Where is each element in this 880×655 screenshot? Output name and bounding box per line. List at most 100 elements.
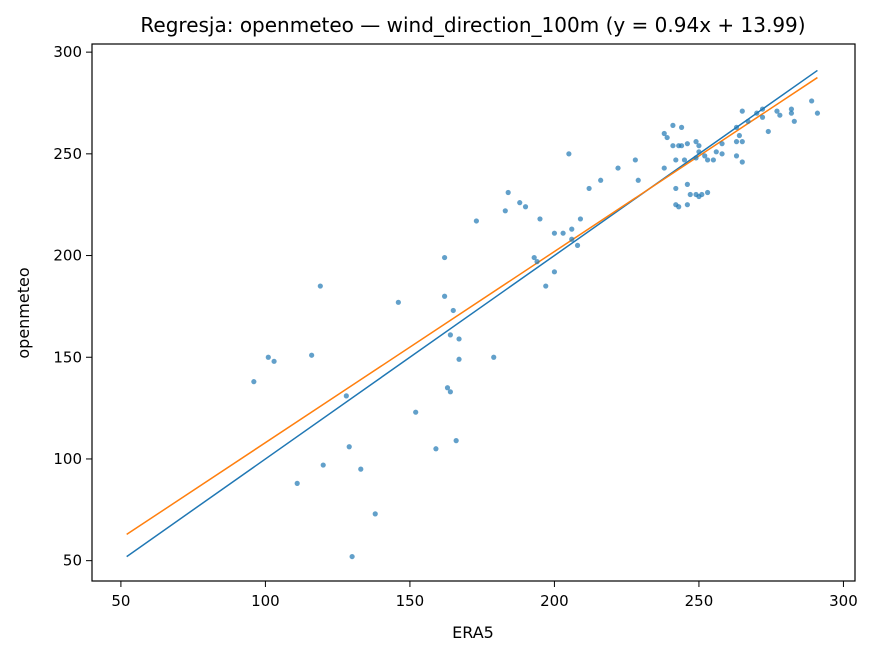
scatter-point <box>294 480 300 486</box>
scatter-point <box>444 385 451 391</box>
scatter-point <box>598 177 604 183</box>
scatter-point <box>531 254 537 261</box>
scatter-point <box>358 466 364 472</box>
x-tick-label: 150 <box>396 592 425 610</box>
scatter-point <box>502 208 508 214</box>
scatter-point <box>696 149 702 155</box>
y-tick-label: 200 <box>53 247 82 265</box>
y-tick-label: 250 <box>53 145 82 163</box>
scatter-point <box>395 299 401 305</box>
scatter-point <box>754 110 760 116</box>
scatter-point <box>265 354 271 360</box>
x-tick-label: 250 <box>685 592 714 610</box>
scatter-point <box>699 191 705 198</box>
scatter-point <box>569 226 575 232</box>
scatter-points <box>251 98 821 560</box>
scatter-point <box>733 124 740 130</box>
scatter-point <box>661 130 667 137</box>
scatter-point <box>453 438 459 444</box>
scatter-point <box>765 128 771 135</box>
y-axis-label: openmeteo <box>14 267 33 358</box>
scatter-point <box>534 259 540 265</box>
scatter-point <box>684 202 690 208</box>
y-tick-label: 100 <box>53 450 82 468</box>
scatter-point <box>673 185 679 192</box>
x-tick-label: 300 <box>829 592 858 610</box>
scatter-point <box>574 242 581 248</box>
scatter-point <box>543 283 549 289</box>
scatter-point <box>791 118 797 124</box>
x-tick-label: 200 <box>540 592 569 610</box>
y-axis-ticks: 50 100 150 200 250 300 <box>53 43 92 570</box>
x-axis-ticks: 50 100 150 200 250 300 <box>111 581 858 610</box>
scatter-point <box>713 149 719 155</box>
scatter-point <box>696 143 702 149</box>
scatter-point <box>664 134 670 141</box>
scatter-point <box>681 157 688 163</box>
scatter-point <box>788 106 795 112</box>
scatter-point <box>632 157 638 163</box>
scatter-point <box>491 354 497 360</box>
scatter-point <box>788 110 795 116</box>
scatter-point <box>702 153 708 159</box>
scatter-point <box>733 139 740 145</box>
scatter-point <box>505 189 511 196</box>
scatter-point <box>678 143 685 149</box>
scatter-point <box>719 141 725 147</box>
scatter-point <box>450 307 456 314</box>
y-tick-label: 50 <box>63 552 82 570</box>
scatter-point <box>705 189 711 196</box>
scatter-point <box>705 157 711 163</box>
scatter-point <box>343 393 349 399</box>
x-axis-label: ERA5 <box>452 623 494 642</box>
regression-line-2 <box>126 76 818 536</box>
scatter-point <box>372 511 378 517</box>
scatter-point <box>739 108 745 114</box>
scatter-point <box>586 185 592 192</box>
scatter-point <box>346 444 352 450</box>
x-tick-label: 50 <box>111 592 130 610</box>
scatter-point <box>569 236 575 242</box>
scatter-point <box>517 200 523 206</box>
scatter-point <box>759 106 766 112</box>
y-tick-label: 300 <box>53 43 82 61</box>
scatter-point <box>736 132 742 139</box>
scatter-point <box>271 358 277 364</box>
plot-frame <box>91 43 856 582</box>
scatter-point <box>687 191 693 198</box>
scatter-point <box>635 177 641 183</box>
scatter-point <box>739 139 745 145</box>
scatter-point <box>814 110 821 116</box>
scatter-point <box>309 352 315 358</box>
scatter-point <box>317 283 323 289</box>
scatter-point <box>251 379 257 385</box>
scatter-point <box>551 269 558 275</box>
scatter-point <box>433 446 439 452</box>
scatter-point <box>676 204 682 210</box>
scatter-point <box>456 336 462 342</box>
scatter-point <box>684 181 690 187</box>
regression-line-1 <box>126 69 818 558</box>
scatter-point <box>566 151 572 157</box>
scatter-point <box>349 553 355 560</box>
scatter-point <box>693 155 699 161</box>
scatter-point <box>456 356 462 362</box>
scatter-point <box>670 143 676 149</box>
scatter-point <box>441 293 448 299</box>
y-tick-label: 150 <box>53 348 82 366</box>
scatter-point <box>719 151 725 157</box>
scatter-point <box>551 230 558 236</box>
scatter-point <box>413 409 419 415</box>
scatter-point <box>684 141 690 147</box>
scatter-point <box>537 216 543 222</box>
scatter-point <box>673 157 679 163</box>
chart-title: Regresja: openmeteo — wind_direction_100… <box>140 13 805 37</box>
scatter-point <box>670 122 676 128</box>
scatter-point <box>447 389 453 395</box>
scatter-point <box>447 332 453 338</box>
scatter-point <box>710 157 716 163</box>
scatter-point <box>739 159 745 165</box>
scatter-point <box>678 124 685 130</box>
scatter-point <box>777 112 783 118</box>
